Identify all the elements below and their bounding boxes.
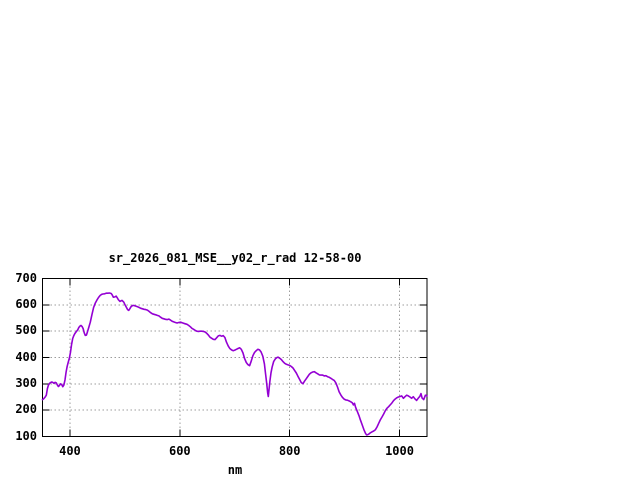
y-tick-label: 600 (15, 296, 37, 311)
x-tick-label: 600 (168, 444, 191, 458)
y-tick-label: 200 (15, 402, 37, 417)
x-tick-label: 1000 (385, 444, 414, 458)
y-tick-label: 300 (15, 375, 37, 390)
y-tick-label: 400 (15, 349, 37, 364)
plot-border (41, 277, 428, 438)
x-tick-label: 800 (278, 444, 301, 458)
chart-title: sr_2026_081_MSE__y02_r_rad 12-58-00 (108, 251, 362, 265)
y-tick-label: 700 (15, 270, 37, 285)
y-tick-label: 500 (15, 323, 37, 338)
x-tick-label: 400 (59, 444, 81, 458)
y-tick-label: 100 (15, 428, 37, 443)
data-curve (41, 292, 428, 436)
x-axis-label: nm (227, 463, 243, 477)
